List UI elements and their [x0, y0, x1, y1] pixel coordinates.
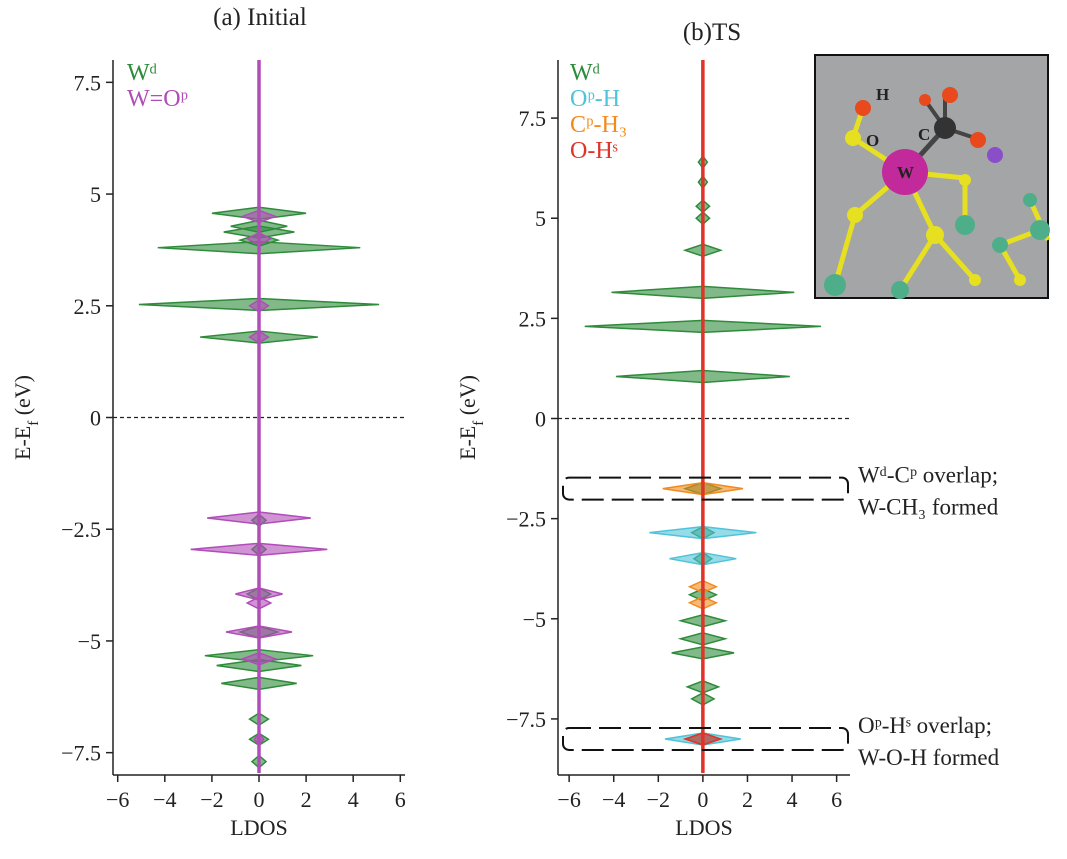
inset-label: W — [897, 163, 914, 182]
ldos-peak — [253, 732, 265, 747]
inset: H O C W — [814, 54, 1051, 299]
x-tick-label: 2 — [301, 787, 312, 812]
ldos-peak — [682, 732, 724, 746]
y-axis-label-part: f — [471, 421, 487, 426]
y-axis-label-part: (eV) — [10, 375, 35, 421]
y-tick-label: −2.5 — [61, 517, 101, 542]
panel-title: (b)TS — [683, 19, 741, 46]
y-tick-label: −7.5 — [61, 741, 101, 766]
x-tick-label: 0 — [697, 787, 708, 812]
inset-label: C — [918, 125, 930, 144]
y-axis-label-part: (eV) — [455, 375, 480, 421]
inset-label: O — [866, 131, 879, 150]
y-axis-label: E-Ef (eV) — [10, 375, 42, 460]
legend-entry: W=Oᵖ — [127, 86, 188, 112]
y-tick-label: 2.5 — [74, 294, 102, 319]
x-tick-label: −6 — [106, 787, 129, 812]
annotation-text: W-O-H formed — [858, 745, 1000, 770]
annotation-box — [562, 726, 849, 751]
ldos-peak — [240, 652, 278, 666]
x-tick-label: 6 — [395, 787, 406, 812]
x-tick-label: −6 — [557, 787, 580, 812]
ldos-peak — [190, 542, 328, 557]
y-tick-label: 5 — [535, 206, 546, 231]
x-axis-label: LDOS — [675, 815, 732, 840]
y-tick-label: 7.5 — [74, 70, 102, 95]
y-tick-label: 2.5 — [519, 306, 547, 331]
ldos-peak — [245, 231, 273, 246]
inset-label: H — [876, 85, 889, 104]
x-tick-label: 2 — [742, 787, 753, 812]
legend-entry: Wᵈ — [127, 60, 157, 86]
y-tick-label: 0 — [535, 407, 546, 432]
x-tick-label: −2 — [200, 787, 223, 812]
y-tick-label: −5 — [78, 629, 101, 654]
y-tick-label: 7.5 — [519, 106, 547, 131]
x-tick-label: 0 — [254, 787, 265, 812]
x-tick-label: 4 — [348, 787, 359, 812]
ldos-peak — [225, 625, 293, 639]
y-tick-label: −2.5 — [506, 507, 546, 532]
x-axis-label: LDOS — [230, 815, 287, 840]
ldos-peak — [248, 298, 270, 313]
legend-entry: O-Hˢ — [570, 138, 618, 164]
y-axis-label-part: E-E — [10, 426, 35, 460]
atom-c — [934, 117, 956, 139]
ldos-peak — [240, 209, 278, 224]
legend-entry: Cᵖ-H₃ — [570, 112, 627, 138]
annotation-box — [562, 476, 849, 501]
x-tick-label: −4 — [602, 787, 625, 812]
annotation-text: Oᵖ-Hˢ overlap; — [858, 713, 992, 738]
y-tick-label: −7.5 — [506, 707, 546, 732]
x-tick-label: 4 — [787, 787, 798, 812]
y-axis-label: E-Ef (eV) — [455, 375, 487, 460]
y-axis-label-part: f — [26, 421, 42, 426]
legend-entry: Wᵈ — [570, 60, 600, 86]
ldos-peak — [207, 511, 311, 525]
y-tick-label: 5 — [90, 182, 101, 207]
panel-title: (a) Initial — [213, 4, 307, 31]
y-tick-label: 0 — [90, 406, 101, 431]
legend-entry: Oᵖ-H — [570, 86, 620, 112]
x-tick-label: 6 — [831, 787, 842, 812]
x-tick-label: −2 — [647, 787, 670, 812]
y-axis-label-part: E-E — [455, 426, 480, 460]
atom-w — [882, 149, 928, 195]
y-tick-label: −5 — [523, 607, 546, 632]
annotation-text: Wᵈ-Cᵖ overlap; — [858, 463, 998, 488]
annotation-text: W-CH₃ formed — [858, 495, 999, 520]
ldos-peak — [248, 330, 270, 344]
ldos-peak — [245, 596, 273, 610]
x-tick-label: −4 — [153, 787, 176, 812]
